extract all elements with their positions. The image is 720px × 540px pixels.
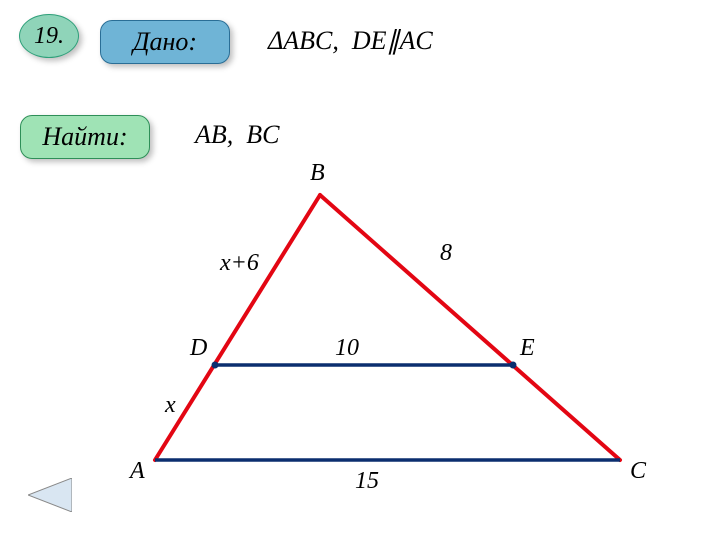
label-x: x: [164, 392, 176, 418]
label-e: E: [519, 335, 535, 361]
problem-number-badge: 19.: [19, 14, 79, 58]
label-c: C: [630, 458, 647, 484]
label-x-plus-6: x+6: [219, 250, 259, 276]
edge-labels-group: x+6 8 10 x 15: [164, 240, 452, 494]
edge-bc: [320, 195, 620, 460]
label-fifteen: 15: [355, 468, 379, 494]
edge-ab: [155, 195, 320, 460]
vertex-labels-group: A B C D E: [128, 160, 647, 484]
given-formula: ΔABC, DE∥AC: [268, 26, 433, 56]
nav-back-icon: [28, 478, 72, 512]
find-label-box: Найти:: [20, 115, 150, 159]
triangle-edges: [155, 195, 620, 460]
find-formula: AB, BC: [195, 120, 280, 150]
label-b: B: [310, 160, 325, 186]
label-a: A: [128, 458, 145, 484]
nav-back-button[interactable]: [28, 478, 72, 512]
dot-e: [510, 362, 517, 369]
triangle-diagram: A B C D E x+6 8 10 x 15: [120, 160, 680, 520]
label-d: D: [189, 335, 207, 361]
dot-d: [212, 362, 219, 369]
label-eight: 8: [440, 240, 452, 266]
given-label-box: Дано:: [100, 20, 230, 64]
label-ten: 10: [335, 335, 359, 361]
